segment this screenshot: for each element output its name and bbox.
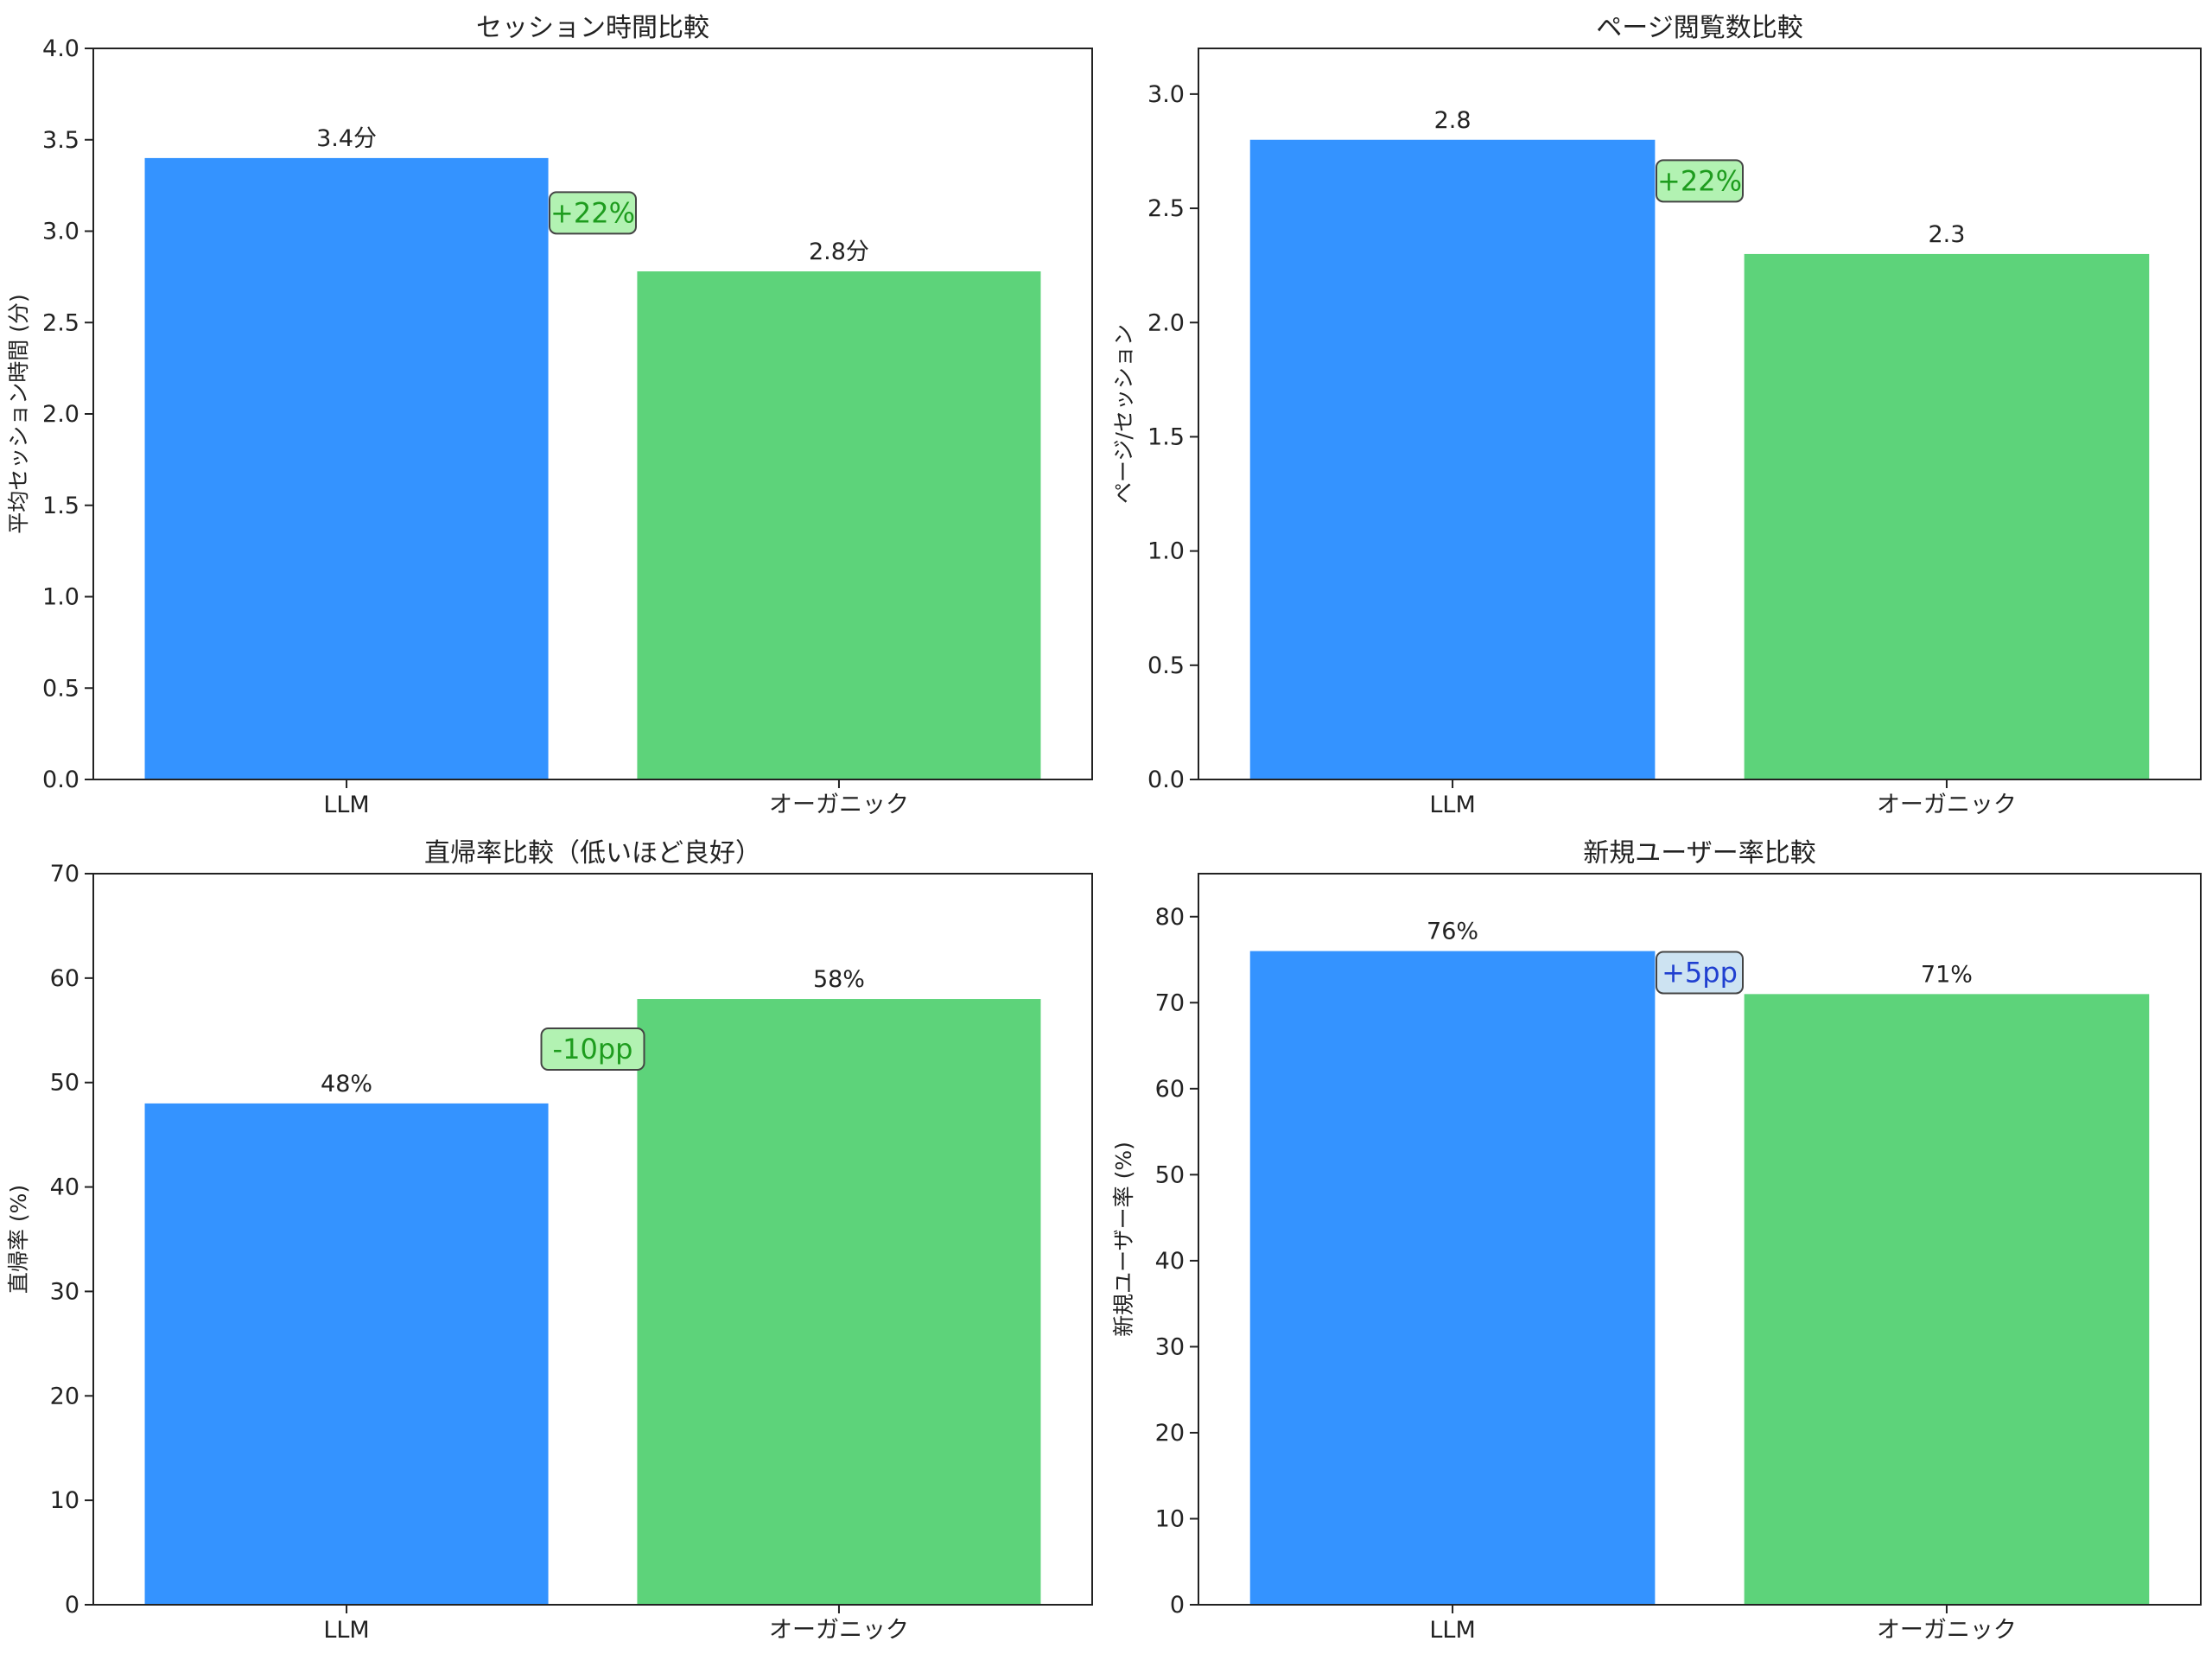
bar-organic (637, 999, 1041, 1605)
bar-value-label: 3.4分 (316, 125, 377, 152)
y-tick-label: 1.0 (42, 584, 79, 611)
plot-frame (92, 48, 1093, 780)
difference-badge-label: -10pp (553, 1033, 633, 1066)
difference-badge-box (549, 191, 637, 235)
bar-llm (1249, 951, 1656, 1605)
y-tick-label: 3.0 (42, 219, 79, 245)
y-tick-label: 1.5 (1147, 423, 1185, 450)
x-tick-label: オーガニック (1877, 792, 2017, 818)
bar-llm (1249, 139, 1656, 779)
y-tick-label: 0.5 (42, 675, 79, 702)
plot-frame (92, 873, 1093, 1606)
y-tick-label: 20 (50, 1383, 79, 1409)
bar-organic (1744, 253, 2150, 779)
x-tick-label: LLM (323, 792, 369, 818)
y-tick-label: 2.5 (1147, 195, 1185, 222)
y-tick-label: 0.0 (1147, 767, 1185, 793)
chart-title: ページ閲覧数比較 (1596, 13, 1802, 43)
chart-title: セッション時間比較 (476, 13, 709, 43)
x-tick-label: LLM (1429, 792, 1475, 818)
y-tick-label: 80 (1155, 904, 1185, 931)
chart-panel-1: セッション時間比較 0.0 0.5 1.0 1.5 2.0 2.5 3.0 3.5 4.0 平均セッ… (6, 13, 1093, 818)
bar-organic (637, 271, 1041, 779)
bar-value-label: 2.8 (1434, 107, 1471, 134)
y-tick-label: 40 (1155, 1248, 1185, 1275)
y-tick-label: 0.0 (42, 767, 79, 793)
difference-badge: +22% (549, 191, 637, 235)
y-tick-label: 4.0 (42, 35, 79, 62)
bar-value-label: 71% (1921, 961, 1973, 988)
y-tick-label: 2.5 (42, 309, 79, 336)
y-axis-label: ページ/セッション (1111, 324, 1136, 504)
plot-frame (1198, 48, 2202, 780)
y-axis-label: 平均セッション時間 (分) (6, 294, 31, 533)
y-tick-label: 1.5 (42, 493, 79, 519)
chart-title: 直帰率比較（低いほど良好） (424, 838, 761, 868)
difference-badge-box (1656, 951, 1744, 995)
y-tick-label: 2.0 (1147, 309, 1185, 336)
y-tick-label: 50 (50, 1070, 79, 1097)
bar-value-label: 2.3 (1928, 221, 1965, 248)
y-tick-label: 70 (1155, 989, 1185, 1016)
y-tick-label: 20 (1155, 1420, 1185, 1447)
y-tick-label: 0 (1170, 1592, 1185, 1619)
bar-value-label: 48% (321, 1071, 372, 1097)
y-tick-label: 3.5 (42, 127, 79, 154)
difference-badge: +5pp (1656, 951, 1744, 995)
bar-llm (144, 1103, 549, 1605)
difference-badge: -10pp (540, 1027, 645, 1072)
y-tick-label: 30 (1155, 1333, 1185, 1360)
y-tick-label: 3.0 (1147, 81, 1185, 108)
chart-panel-3: 直帰率比較（低いほど良好） 0 10 20 30 40 50 60 70 直帰率 (%) 48% LL… (6, 838, 1093, 1644)
y-axis-label: 新規ユーザー率 (%) (1111, 1142, 1136, 1337)
difference-badge: +22% (1656, 159, 1744, 203)
plot-frame (1198, 873, 2202, 1606)
y-tick-label: 50 (1155, 1161, 1185, 1188)
y-tick-label: 60 (50, 965, 79, 992)
y-tick-label: 30 (50, 1278, 79, 1305)
chart-title: 新規ユーザー率比較 (1583, 838, 1815, 868)
chart-panel-2: ページ閲覧数比較 0.0 0.5 1.0 1.5 2.0 2.5 3.0 ページ/セッション 2.… (1111, 13, 2202, 818)
y-tick-label: 10 (50, 1487, 79, 1514)
bar-value-label: 58% (813, 966, 865, 993)
bar-value-label: 76% (1427, 919, 1478, 945)
difference-badge-label: +5pp (1662, 956, 1738, 989)
difference-badge-label: +22% (1657, 164, 1742, 197)
x-tick-label: LLM (1429, 1617, 1475, 1644)
y-tick-label: 0.5 (1147, 652, 1185, 679)
x-tick-label: オーガニック (769, 792, 909, 818)
bar-organic (1744, 994, 2150, 1605)
y-tick-label: 10 (1155, 1505, 1185, 1532)
x-tick-label: オーガニック (1877, 1617, 2017, 1644)
x-tick-label: LLM (323, 1617, 369, 1644)
y-tick-label: 40 (50, 1174, 79, 1201)
chart-panel-4: 新規ユーザー率比較 0 10 20 30 40 50 60 70 80 新規ユーザー率 (%) 76%… (1111, 838, 2202, 1644)
difference-badge-box (1656, 159, 1744, 203)
y-tick-label: 70 (50, 861, 79, 887)
y-tick-label: 1.0 (1147, 538, 1185, 565)
y-axis-label: 直帰率 (%) (6, 1185, 31, 1294)
difference-badge-box (540, 1027, 645, 1072)
difference-badge-label: +22% (550, 196, 635, 229)
x-tick-label: オーガニック (769, 1617, 909, 1644)
y-tick-label: 0 (65, 1592, 79, 1619)
y-tick-label: 2.0 (42, 401, 79, 428)
y-tick-label: 60 (1155, 1076, 1185, 1103)
bar-llm (144, 157, 549, 779)
bar-value-label: 2.8分 (809, 239, 869, 265)
